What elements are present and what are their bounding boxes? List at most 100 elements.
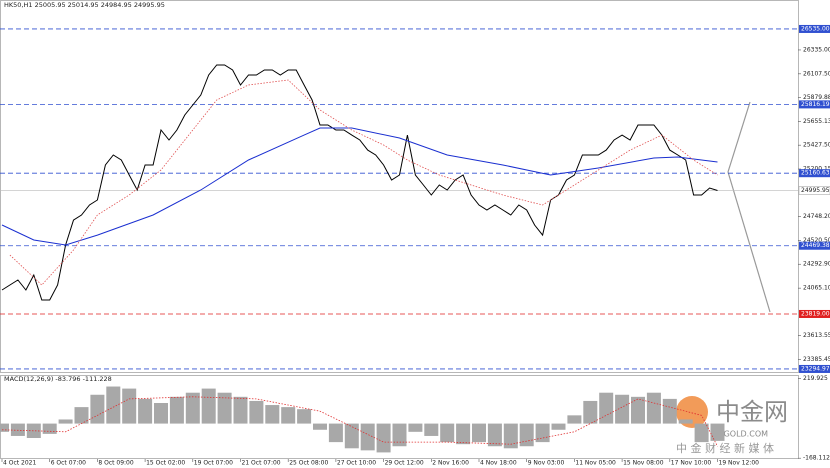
macd-bar [376, 423, 391, 453]
macd-bar [58, 419, 73, 424]
x-tick-label: 27 Oct 10:00 [337, 460, 376, 467]
y-tick-label: 24065.10 [803, 285, 830, 292]
arrow-down [727, 171, 771, 313]
y-tick-label: 24748.20 [803, 213, 830, 220]
macd-bar [138, 398, 153, 424]
macd-bar [519, 423, 534, 447]
macd-bar [615, 394, 630, 424]
macd-bar [456, 423, 471, 445]
current-price-label: 24995.95 [801, 187, 830, 194]
x-tick-label: 9 Nov 03:00 [528, 460, 565, 467]
x-tick-label: 19 Oct 07:00 [194, 460, 233, 467]
macd-bar [710, 423, 725, 441]
level-label: 25160.63 [801, 170, 830, 177]
y-tick-label: 24292.90 [803, 261, 830, 268]
x-tick-label: 11 Nov 05:00 [575, 460, 616, 467]
macd-bar [74, 407, 89, 424]
y-tick-label: 26335.00 [803, 46, 830, 53]
macd-bar [90, 394, 105, 424]
watermark-tagline: 中 金 财 经 新 媒 体 [676, 441, 774, 455]
watermark-site: CNGOLD.COM [712, 430, 768, 439]
y-tick-label: 25879.88 [803, 94, 830, 101]
macd-bar [551, 423, 566, 430]
level-label: 23819.00 [801, 310, 830, 317]
moving-average [9, 79, 718, 286]
macd-bar [265, 405, 280, 424]
y-tick-label: 23613.55 [803, 332, 830, 339]
x-tick-label: 4 Nov 18:00 [480, 460, 517, 467]
x-tick-label: 2 Nov 16:00 [432, 460, 469, 467]
y-tick-label: 25200.15 [803, 166, 830, 173]
arrow-up [727, 101, 751, 173]
macd-bar [42, 423, 57, 434]
x-tick-label: 25 Oct 08:00 [289, 460, 328, 467]
macd-bar [217, 392, 232, 424]
y-tick-label: 219.925 [803, 375, 828, 382]
x-tick-label: 4 Oct 2021 [3, 460, 36, 467]
macd-bar [233, 396, 248, 424]
current-price-box [798, 186, 830, 195]
macd-bar [360, 423, 375, 451]
macd-bar [201, 388, 216, 424]
macd-bar [662, 398, 677, 424]
x-tick-label: 15 Oct 02:00 [146, 460, 185, 467]
macd-bar [599, 392, 614, 424]
level-box [799, 364, 830, 373]
macd-bar [631, 396, 645, 424]
x-tick-label: 21 Oct 07:00 [242, 460, 281, 467]
macd-bar [297, 409, 312, 424]
x-tick-label: 8 Oct 09:00 [98, 460, 133, 467]
macd-bar [185, 392, 200, 424]
macd-bar [26, 423, 41, 438]
macd-bar [122, 388, 137, 424]
macd-bar [313, 423, 327, 430]
macd-bar [503, 423, 518, 449]
macd-bar [328, 423, 343, 443]
macd-bar [694, 423, 709, 443]
macd-bar [440, 423, 455, 443]
macd-bar [10, 423, 25, 436]
macd-bar [249, 400, 264, 424]
macd-bar [487, 423, 502, 447]
level-box [799, 100, 830, 109]
macd-panel [0, 375, 799, 459]
y-tick-label: 23385.45 [803, 356, 830, 363]
macd-bar [678, 419, 693, 424]
level-label: 25816.19 [801, 101, 830, 108]
macd-bar [424, 423, 439, 436]
macd-bar [408, 423, 423, 432]
macd-bar [646, 392, 661, 424]
macd-bar [106, 386, 121, 424]
macd-title: MACD(12,26,9) -83.796 -111.228 [4, 375, 112, 383]
level-label: 24469.38 [801, 242, 830, 249]
level-box [799, 24, 830, 33]
macd-bar [472, 423, 486, 443]
signal-line [1, 396, 718, 447]
macd-bar [281, 407, 296, 424]
watermark-brand: 中金网 [716, 398, 788, 426]
level-label: 23294.97 [801, 365, 830, 372]
x-tick-label: 17 Nov 10:00 [671, 460, 712, 467]
macd-bar [392, 423, 407, 447]
price-line [1, 64, 718, 301]
y-tick-label: 25427.50 [803, 142, 830, 149]
level-box [799, 241, 830, 250]
x-tick-label: 29 Oct 12:00 [385, 460, 424, 467]
y-tick-label: 24520.50 [803, 237, 830, 244]
level-box [799, 309, 830, 318]
chart-title: HK50,H1 25005.95 25014.95 24984.95 24995… [4, 1, 165, 9]
y-tick-label: -168.112 [803, 455, 830, 462]
macd-bar [344, 423, 359, 449]
macd-bar [0, 423, 9, 432]
moving-average [1, 127, 718, 246]
macd-bar [567, 415, 582, 424]
macd-bar [583, 400, 598, 424]
macd-bar [154, 403, 168, 424]
x-tick-label: 19 Nov 12:00 [719, 460, 760, 467]
x-tick-label: 6 Oct 07:00 [51, 460, 86, 467]
level-label: 26535.00 [801, 25, 830, 32]
y-tick-label: 26107.50 [803, 70, 830, 77]
level-box [799, 169, 830, 178]
